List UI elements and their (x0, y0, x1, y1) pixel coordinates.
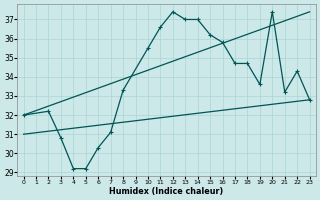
X-axis label: Humidex (Indice chaleur): Humidex (Indice chaleur) (109, 187, 224, 196)
